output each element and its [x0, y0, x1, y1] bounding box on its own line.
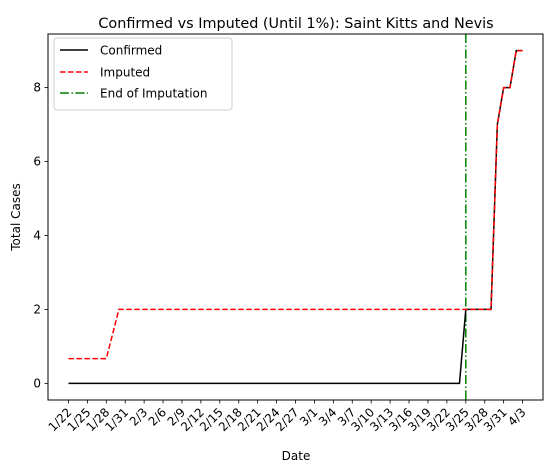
series-line-imputed — [68, 49, 523, 360]
y-axis-label: Total Cases — [9, 183, 23, 251]
plot-area — [68, 34, 523, 400]
y-tick-label: 0 — [33, 376, 41, 390]
legend-label-confirmed: Confirmed — [100, 44, 162, 58]
chart-title: Confirmed vs Imputed (Until 1%): Saint K… — [98, 16, 493, 32]
x-axis: 1/221/251/281/312/32/62/92/122/152/182/2… — [46, 400, 529, 434]
y-tick-label: 6 — [33, 155, 41, 169]
x-axis-label: Date — [282, 449, 311, 463]
y-axis: 0 2 4 6 8 — [33, 81, 48, 390]
y-tick-label: 4 — [33, 228, 41, 242]
legend-label-imputed: Imputed — [100, 66, 150, 80]
legend: Confirmed Imputed End of Imputation — [53, 37, 233, 111]
series-line-confirmed — [68, 49, 523, 385]
y-tick-label: 2 — [33, 302, 41, 316]
legend-box — [53, 37, 233, 111]
legend-label-end-of-imputation: End of Imputation — [100, 87, 208, 101]
y-tick-label: 8 — [33, 81, 41, 95]
x-tick-label: 4/3 — [505, 405, 529, 429]
